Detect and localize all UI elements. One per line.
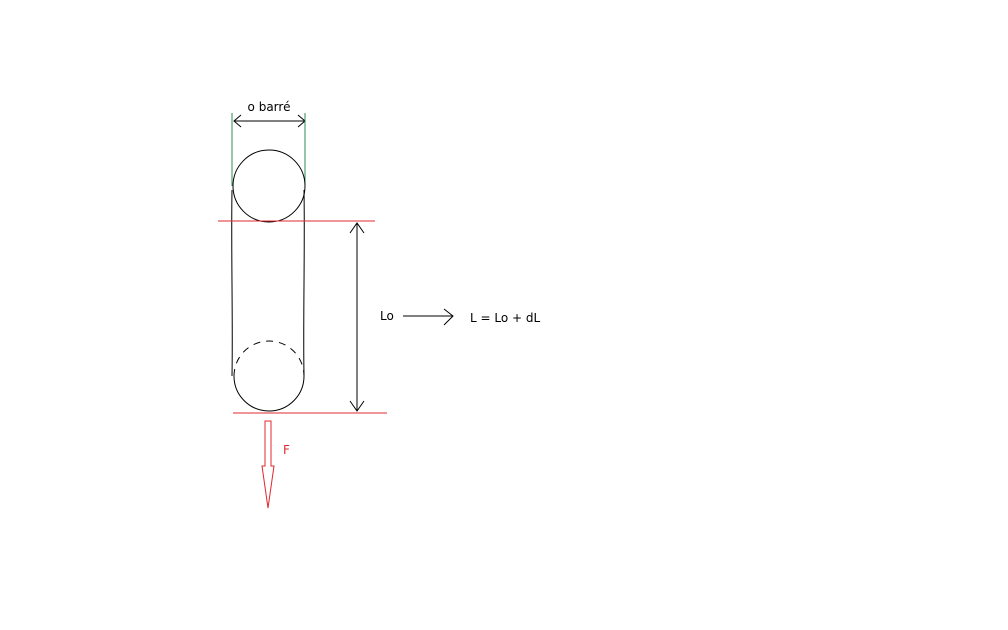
bottom-circle-solid [233,375,305,412]
bottom-circle-dashed [233,340,305,377]
reference-lines [218,220,387,414]
diameter-label: o barré [248,100,291,114]
force-arrow [261,420,275,509]
loop-side-lines [231,189,305,377]
elongation-formula: L = Lo + dL [470,311,540,325]
transformation-arrow [403,308,454,326]
diameter-guide-lines [231,113,306,186]
top-circle [232,149,306,223]
diameter-dimension-arrow [233,114,306,128]
length-dimension-arrow [349,222,365,412]
force-label: F [283,443,290,457]
initial-length-label: Lo [380,309,394,323]
